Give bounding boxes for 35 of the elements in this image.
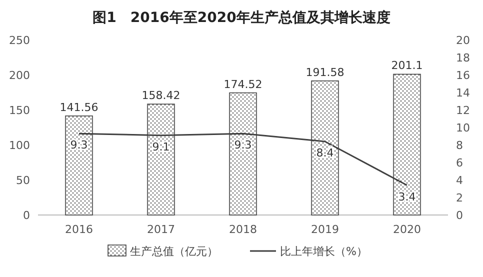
y2-tick-label: 14 <box>456 86 470 100</box>
y2-tick-label: 16 <box>456 69 470 82</box>
y-tick-label: 100 <box>9 139 30 152</box>
y2-tick-label: 12 <box>456 104 470 117</box>
y-tick-label: 150 <box>9 104 30 117</box>
data-label: 174.52 <box>224 78 262 91</box>
data-label: 9.1 <box>152 140 170 154</box>
y-tick-label: 0 <box>23 209 30 222</box>
y2-tick-label: 10 <box>456 122 470 134</box>
y-tick-label: 250 <box>9 34 30 47</box>
x-tick-label: 2018 <box>229 223 257 236</box>
x-tick-label: 2016 <box>65 223 93 236</box>
legend-label: 比上年增长（%） <box>280 245 368 258</box>
y2-tick-label: 18 <box>456 52 470 64</box>
x-tick-label: 2019 <box>311 223 339 236</box>
data-label: 9.3 <box>234 138 252 152</box>
x-tick-label: 2020 <box>393 223 421 236</box>
y2-tick-label: 6 <box>456 156 463 170</box>
x-tick-label: 2017 <box>147 223 175 236</box>
y2-tick-label: 20 <box>456 34 470 47</box>
data-label: 201.1 <box>391 59 423 72</box>
data-label: 8.4 <box>316 146 334 160</box>
chart-title: 图1 2016年至2020年生产总值及其增长速度 <box>92 9 390 26</box>
y-tick-label: 50 <box>16 174 30 187</box>
data-label: 9.3 <box>70 138 88 152</box>
data-label: 141.56 <box>60 100 98 114</box>
data-label: 3.4 <box>398 190 416 204</box>
y2-tick-label: 2 <box>456 192 463 204</box>
y2-tick-label: 0 <box>456 209 463 222</box>
y2-tick-label: 4 <box>456 174 463 187</box>
legend-label: 生产总值（亿元） <box>130 245 218 258</box>
y2-tick-label: 8 <box>456 139 463 152</box>
data-label: 158.42 <box>142 89 180 102</box>
y-tick-label: 200 <box>9 69 30 82</box>
data-label: 191.58 <box>306 66 344 79</box>
